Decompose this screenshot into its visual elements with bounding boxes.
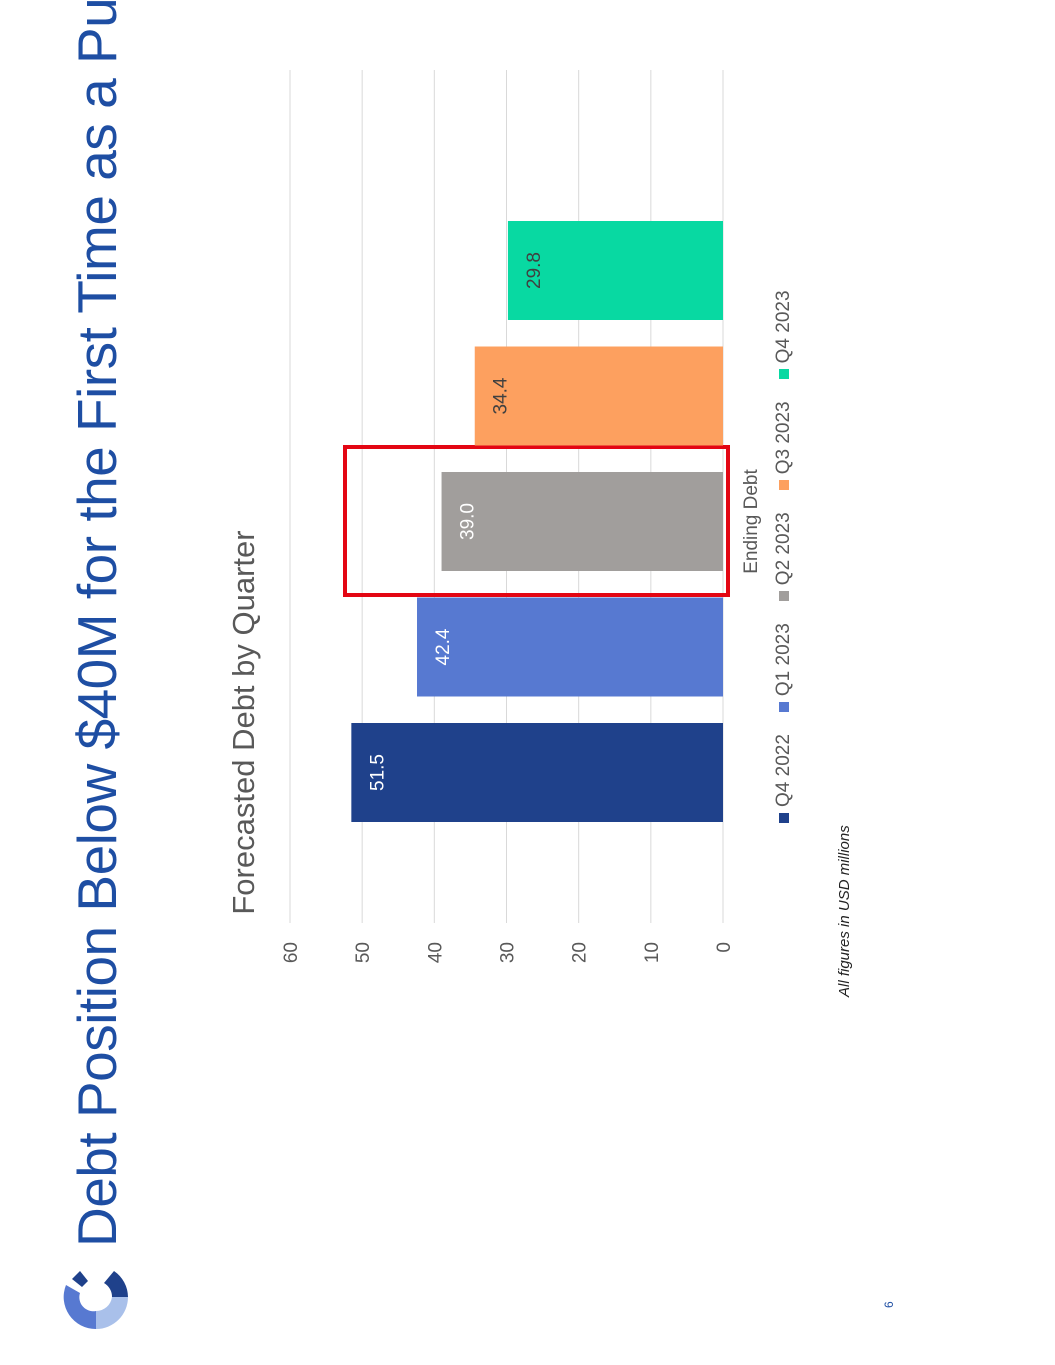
legend-label: Q4 2023 [773,290,794,364]
legend-item: Q3 2023 [773,401,795,491]
bar [474,346,723,446]
bar-data-label: 39.0 [458,503,479,540]
bar-data-label: 42.4 [433,628,454,665]
footnote: All figures in USD millions [836,825,853,997]
legend-label: Q4 2022 [773,734,794,807]
y-tick-label: 60 [281,942,302,963]
legend-swatch [779,813,789,823]
legend-item: Q4 2023 [773,290,795,380]
legend-swatch [779,702,789,713]
bar [507,221,723,320]
y-tick-label: 20 [570,942,591,963]
y-tick-label: 10 [642,942,663,963]
legend-swatch [779,480,789,491]
bar [441,472,723,571]
bar-data-label: 29.8 [524,252,545,289]
y-tick-label: 40 [425,942,446,963]
legend-label: Q3 2023 [773,401,794,475]
legend-label: Q2 2023 [773,512,794,586]
bar [417,597,723,697]
x-category-label: Ending Debt [741,468,762,573]
highlight-box [343,445,730,597]
bar [351,723,723,822]
y-tick-label: 50 [353,942,374,963]
legend-swatch [779,369,789,380]
y-tick-label: 30 [498,942,519,963]
bar-data-label: 34.4 [491,377,512,414]
legend-item: Q4 2022 [773,734,795,823]
legend-item: Q2 2023 [773,512,795,602]
bar-data-label: 51.5 [367,754,388,791]
company-logo-icon [63,1271,128,1330]
page-number: 6 [882,1301,896,1308]
legend-swatch [779,591,789,602]
legend-label: Q1 2023 [773,623,794,697]
legend-item: Q1 2023 [773,623,795,713]
y-tick-label: 0 [714,942,735,953]
chart-legend: Q4 2022 Q1 2023 Q2 2023 Q3 2023 Q4 2023 [773,290,795,823]
